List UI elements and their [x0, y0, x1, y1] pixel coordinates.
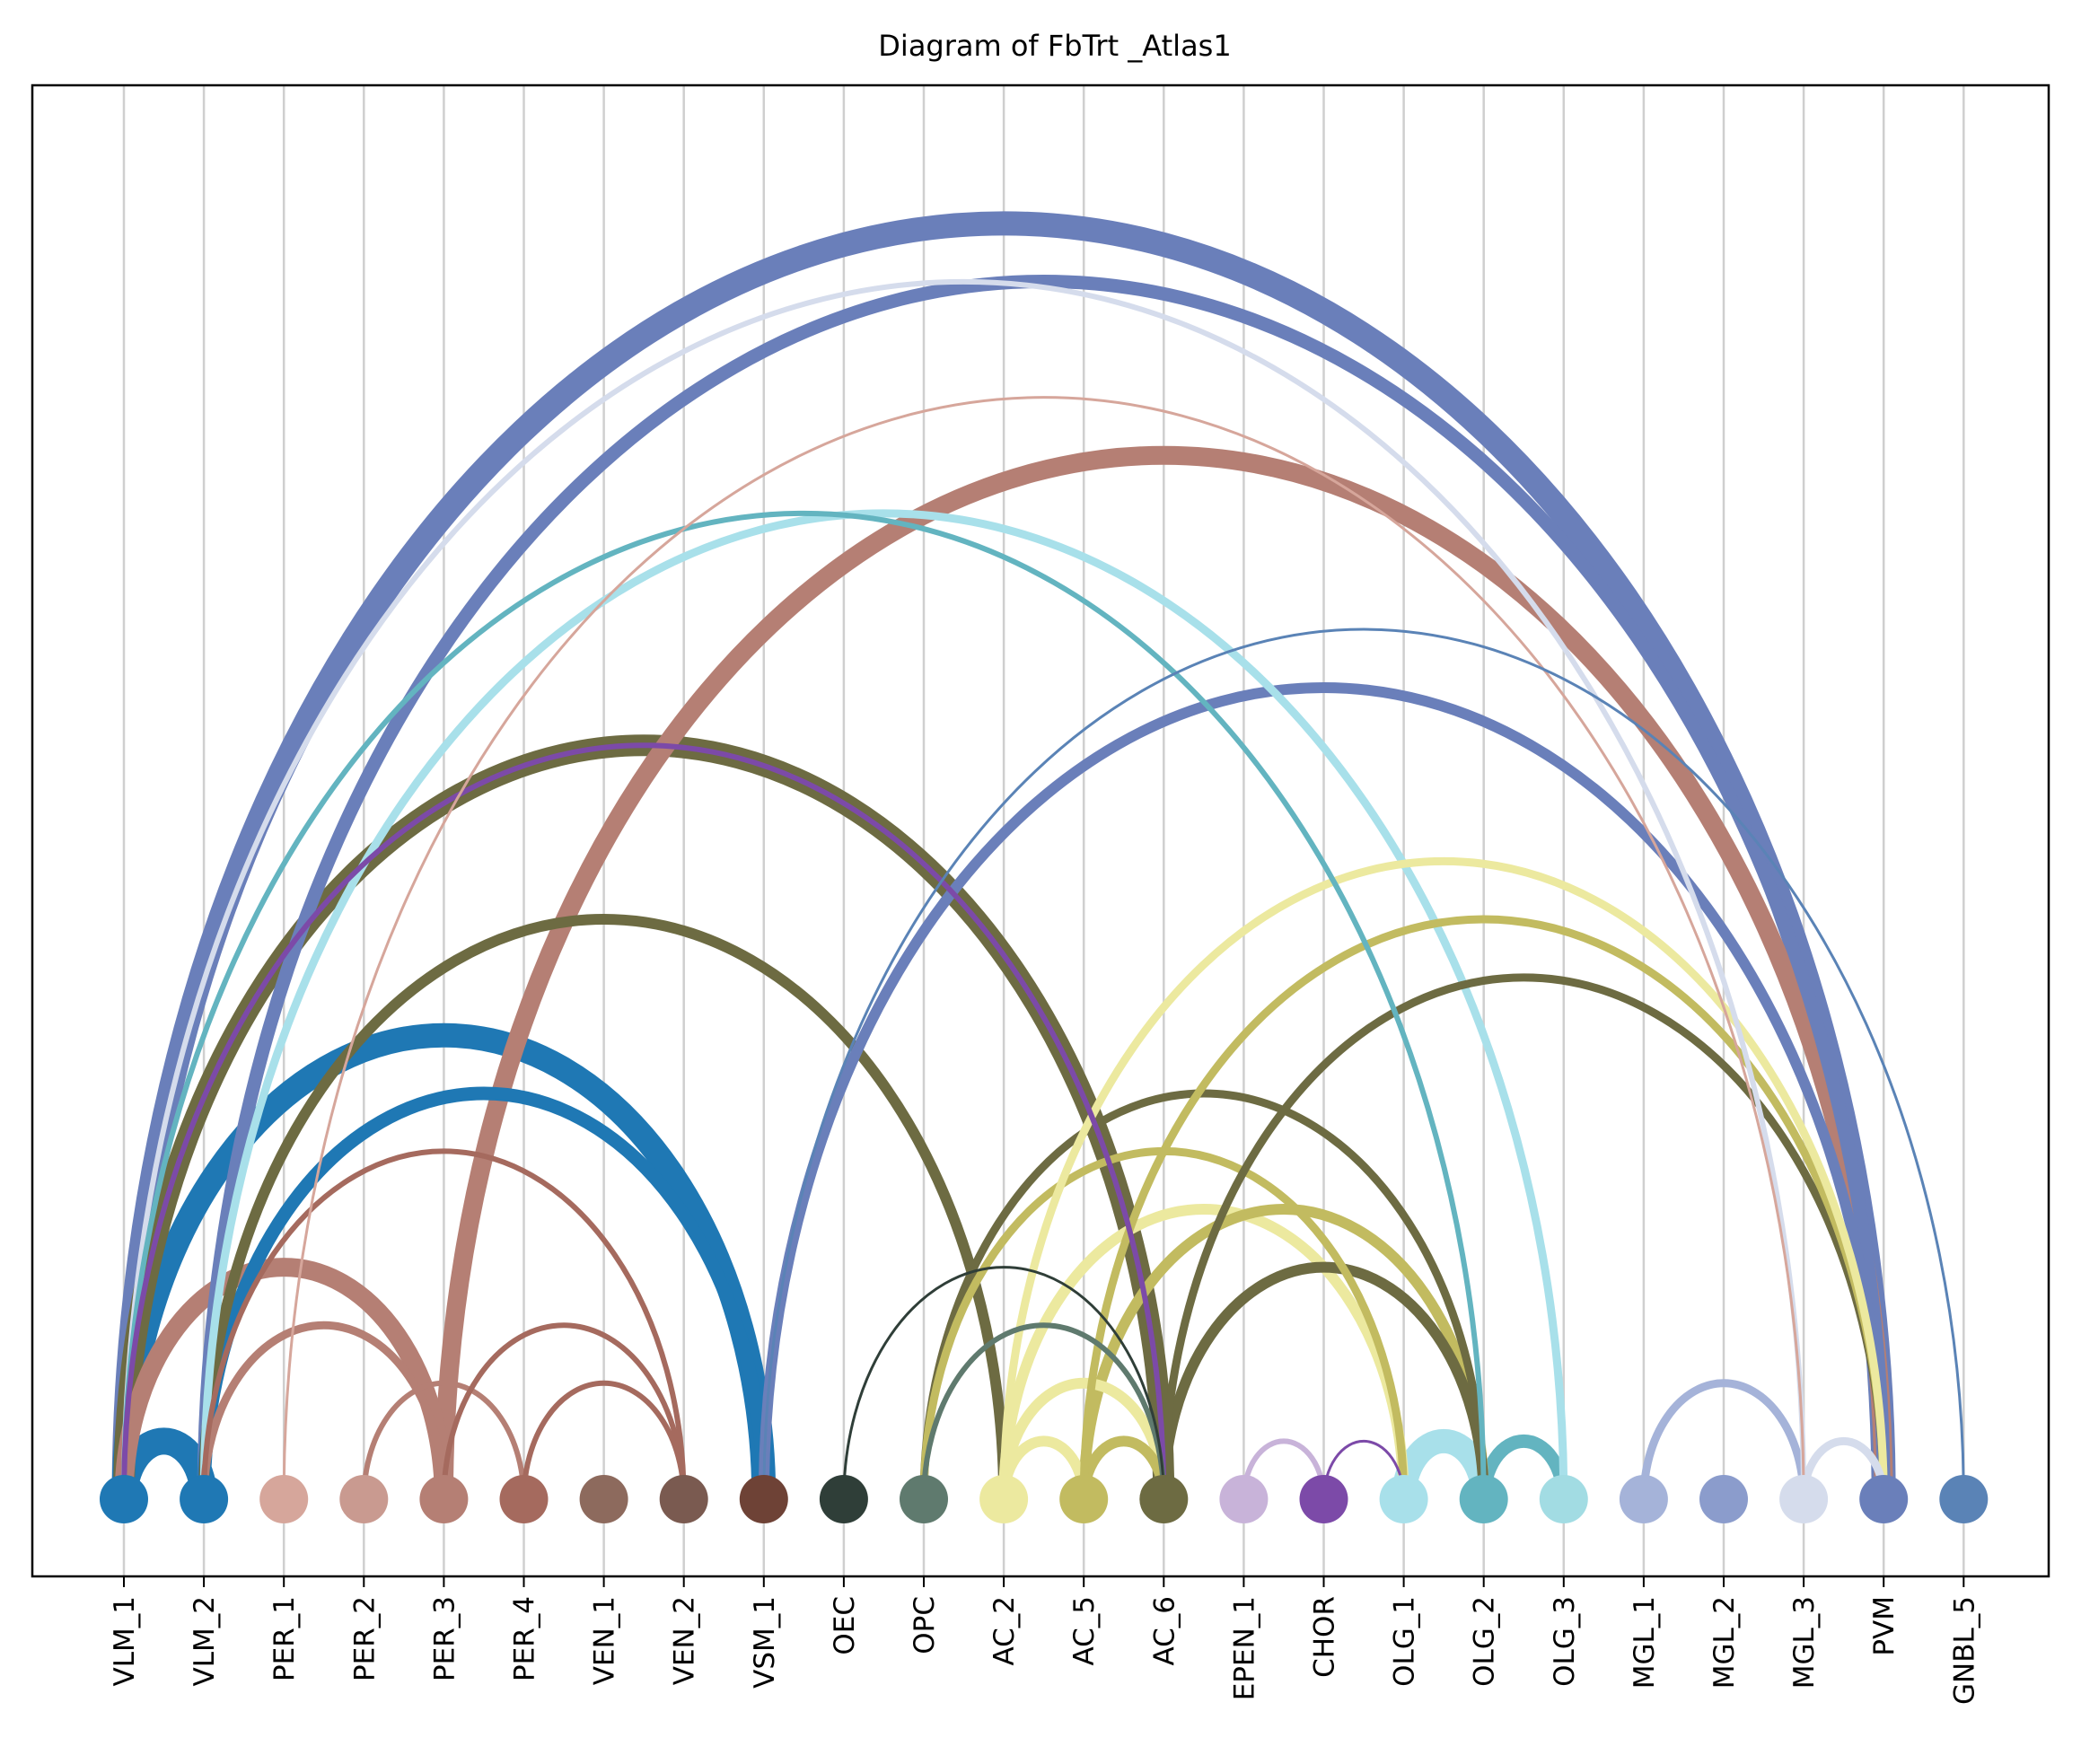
x-tick-label: VLM_1	[109, 1596, 141, 1686]
node-ven-1	[579, 1475, 628, 1523]
node-gnbl-5	[1939, 1475, 1989, 1523]
x-tick-label: EPEN_1	[1228, 1596, 1260, 1700]
x-tick-label: VEN_2	[669, 1596, 701, 1685]
node-ac-6	[1139, 1475, 1189, 1523]
x-tick-label: OLG_2	[1469, 1596, 1501, 1687]
arc-per_1-mgl_3	[282, 396, 1805, 1500]
arc-vlm_2-ac_2	[198, 914, 1010, 1500]
node-vlm-2	[180, 1475, 229, 1523]
arc-vsm_1-gnbl_5	[762, 627, 1965, 1500]
x-tick-label: MGL_1	[1629, 1596, 1661, 1689]
x-tick-label: OLG_1	[1389, 1596, 1421, 1687]
node-per-4	[499, 1475, 549, 1523]
node-mgl-3	[1779, 1475, 1829, 1523]
arc-epen_1-chor	[1241, 1438, 1327, 1500]
arc-vsm_1-pvm	[758, 681, 1890, 1500]
arc-opc-olg_2	[919, 1089, 1488, 1500]
node-olg-2	[1459, 1475, 1508, 1523]
chart-title: Diagram of FbTrt _Atlas1	[878, 29, 1231, 63]
x-tick-label: VLM_2	[189, 1596, 221, 1686]
node-chor	[1299, 1475, 1348, 1523]
arc-per_3-pvm	[434, 445, 1893, 1500]
x-ticks: VLM_1 VLM_2 PER_1 PER_2 PER_3 PER_4 VEN_1 VEN_2…	[109, 1576, 1980, 1705]
arc-ac_5-olg_2	[1078, 1204, 1489, 1500]
node-vlm-1	[100, 1475, 148, 1523]
arc-vlm_1-ac_6	[121, 742, 1167, 1500]
arc-vlm_2-per_3	[199, 1321, 448, 1500]
arc-ac_2-ac_6	[998, 1377, 1170, 1500]
x-tick-label: AC_2	[988, 1596, 1021, 1666]
x-tick-label: CHOR	[1309, 1596, 1341, 1678]
node-olg-3	[1539, 1475, 1588, 1523]
arc-per_3-ven_2	[441, 1322, 687, 1500]
x-tick-label: MGL_2	[1708, 1596, 1741, 1689]
x-tick-label: MGL_3	[1788, 1596, 1821, 1689]
arc-oec-ac_6	[842, 1266, 1165, 1500]
x-tick-label: PER_4	[509, 1596, 541, 1681]
node-ac-5	[1059, 1475, 1109, 1523]
arc-opc-ac_6	[921, 1322, 1167, 1500]
x-tick-label: AC_5	[1068, 1596, 1101, 1666]
x-tick-label: VEN_1	[589, 1596, 621, 1685]
node-per-1	[259, 1475, 309, 1523]
x-tick-label: PER_3	[428, 1596, 461, 1681]
arc-mgl_1-mgl_3	[1639, 1379, 1808, 1500]
node-mgl-1	[1619, 1475, 1668, 1523]
x-tick-label: GNBL_5	[1948, 1596, 1980, 1705]
node-ven-2	[659, 1475, 708, 1523]
arc-ac_2-pvm	[999, 857, 1888, 1500]
arc-vlm_2-pvm	[197, 275, 1891, 1500]
node-opc	[900, 1475, 948, 1523]
arc-ac_2-olg_1	[998, 1204, 1409, 1500]
arc-vlm_1-mgl_3	[121, 278, 1807, 1500]
arc-vlm_1-olg_2	[121, 510, 1487, 1500]
arc-ac_5-pvm	[1079, 915, 1888, 1500]
arc-vlm_2-vsm_1	[197, 1086, 771, 1500]
nodes	[100, 1475, 1989, 1523]
arc-ac_6-pvm	[1159, 973, 1888, 1500]
x-tick-label: PER_2	[348, 1596, 381, 1681]
x-tick-label: OLG_3	[1549, 1596, 1581, 1687]
node-oec	[819, 1475, 868, 1523]
node-pvm	[1859, 1475, 1909, 1523]
node-per-2	[339, 1475, 389, 1523]
node-per-3	[419, 1475, 469, 1523]
arc-vlm_2-olg_3	[199, 509, 1568, 1500]
arc-vlm_1-per_3	[114, 1258, 453, 1500]
x-tick-label: OEC	[829, 1596, 861, 1655]
x-tick-label: OPC	[909, 1596, 941, 1654]
gridlines	[122, 85, 1965, 1576]
arcs	[110, 211, 1965, 1500]
x-tick-label: AC_6	[1148, 1596, 1181, 1666]
arc-ac_6-olg_2	[1158, 1261, 1489, 1500]
node-mgl-2	[1699, 1475, 1748, 1523]
x-tick-label: PER_1	[268, 1596, 301, 1681]
x-tick-label: VSM_1	[749, 1596, 781, 1689]
x-tick-label: PVM	[1868, 1596, 1901, 1656]
plot-frame	[31, 83, 2050, 1578]
arc-mgl_3-pvm	[1799, 1436, 1888, 1500]
node-epen-1	[1219, 1475, 1269, 1523]
arc-per_2-per_4	[361, 1380, 527, 1500]
arc-vlm_2-ven_2	[201, 1148, 687, 1500]
arc-per_4-ven_2	[521, 1380, 687, 1500]
node-ac-2	[979, 1475, 1029, 1523]
node-olg-1	[1379, 1475, 1428, 1523]
arc-chor-olg_1	[1322, 1439, 1406, 1500]
node-vsm-1	[739, 1475, 788, 1523]
